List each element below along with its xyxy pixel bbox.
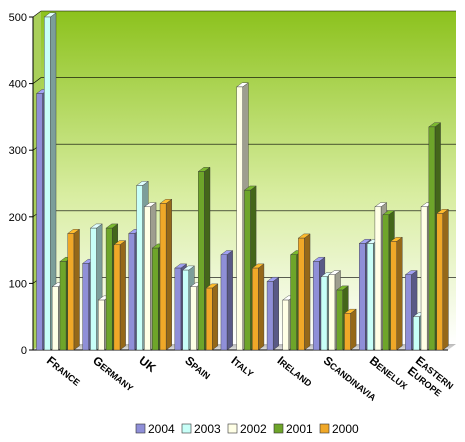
y-tick-labels: 0 100 200 300 400 500 <box>9 12 27 357</box>
y-tick-label: 300 <box>9 145 27 157</box>
bar-germany-2000 <box>113 240 127 351</box>
legend: 2004 2003 2002 2001 2000 <box>135 422 359 436</box>
legend-swatch <box>273 423 284 434</box>
legend-label: 2004 <box>148 422 175 436</box>
bar-ireland-2004 <box>266 276 280 351</box>
legend-label: 2001 <box>286 422 313 436</box>
y-tick-label: 400 <box>9 79 27 91</box>
y-tick-label: 500 <box>9 12 27 24</box>
legend-label: 2003 <box>194 422 221 436</box>
legend-item-2003: 2003 <box>181 422 221 436</box>
legend-item-2004: 2004 <box>135 422 175 436</box>
legend-swatch <box>319 423 330 434</box>
legend-label: 2000 <box>332 422 359 436</box>
bar-italy-2000 <box>251 263 265 351</box>
bar-spain-2000 <box>205 283 219 351</box>
x-tick-label-uk: UK <box>136 353 159 375</box>
gridline <box>32 77 456 84</box>
gridline <box>32 10 456 18</box>
legend-item-2002: 2002 <box>227 422 267 436</box>
legend-label: 2002 <box>240 422 267 436</box>
x-tick-label-france: FRANCE <box>44 353 84 388</box>
legend-swatch <box>135 423 146 434</box>
bar-scandinavia-2000 <box>343 308 357 351</box>
bar-benelux-2000 <box>389 236 403 351</box>
bars <box>35 12 449 351</box>
y-tick-label: 200 <box>9 212 27 224</box>
x-tick-label-spain: SPAIN <box>182 353 213 382</box>
bar-france-2000 <box>67 228 81 351</box>
bar-eastern-europe-2000 <box>436 208 449 351</box>
legend-item-2000: 2000 <box>319 422 359 436</box>
y-tick-label: 0 <box>21 345 27 357</box>
y-tick-label: 100 <box>9 278 27 290</box>
bar-italy-2004 <box>220 250 234 351</box>
legend-item-2001: 2001 <box>273 422 313 436</box>
x-tick-label-benelux: BENELUX <box>367 353 411 392</box>
x-tick-label-ireland: IRELAND <box>275 353 316 389</box>
bar-ireland-2000 <box>297 233 311 351</box>
bar-uk-2000 <box>159 198 173 351</box>
x-tick-label-eastern-europe: EASTERNEUROPE <box>405 353 457 402</box>
legend-swatch <box>181 423 192 434</box>
x-tick-label-italy: ITALY <box>229 353 258 380</box>
x-tick-label-germany: GERMANY <box>90 353 137 394</box>
legend-swatch <box>227 423 238 434</box>
